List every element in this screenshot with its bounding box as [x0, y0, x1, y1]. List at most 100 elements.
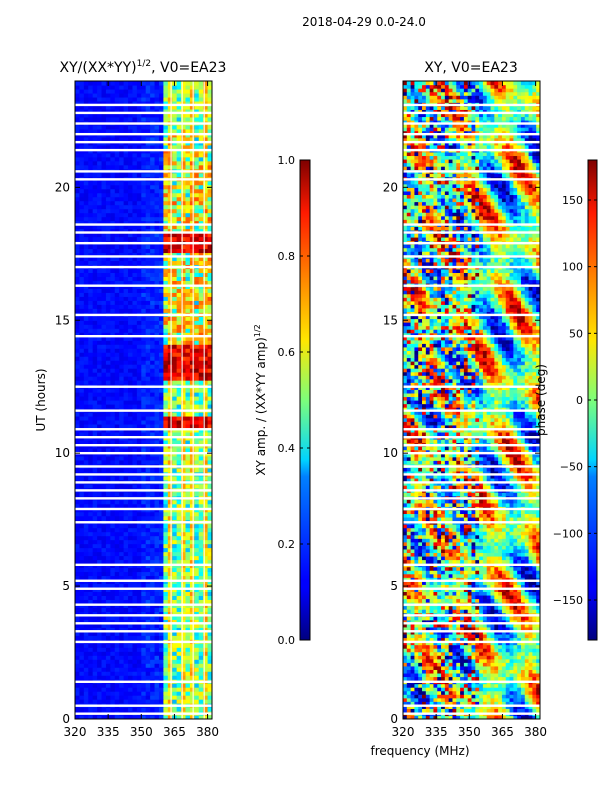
amplitude-cell [150, 152, 156, 158]
amplitude-cell [172, 643, 178, 648]
amplitude-cell [158, 667, 164, 672]
amplitude-cell [145, 372, 151, 377]
amplitude-cell [97, 511, 103, 517]
amplitude-cell [163, 555, 169, 561]
amplitude-cell [101, 100, 107, 106]
amplitude-cell [163, 192, 169, 198]
amplitude-cell [79, 248, 85, 254]
amplitude-cell [194, 348, 200, 353]
amplitude-cell [114, 248, 120, 254]
amplitude-cell [141, 320, 147, 325]
amplitude-cell [185, 81, 191, 86]
amplitude-cell [154, 252, 160, 258]
amplitude-cell [75, 304, 81, 309]
amplitude-cell [172, 360, 178, 365]
amplitude-cell [172, 388, 178, 393]
amplitude-cell [194, 583, 200, 589]
amplitude-cell [176, 499, 182, 505]
amplitude-cell [92, 707, 98, 712]
amplitude-cell [194, 447, 200, 453]
amplitude-cell [189, 316, 195, 321]
amplitude-cell [172, 475, 178, 481]
amplitude-cell [75, 499, 81, 505]
amplitude-cell [172, 288, 178, 293]
amplitude-cell [207, 104, 212, 110]
amplitude-cell [167, 288, 173, 293]
amplitude-cell [110, 280, 116, 285]
amplitude-cell [185, 300, 191, 305]
amplitude-cell [123, 116, 129, 122]
amplitude-cell [167, 515, 173, 521]
amplitude-cell [88, 547, 94, 553]
amplitude-cell [198, 344, 204, 349]
amplitude-cell [176, 272, 182, 277]
amplitude-cell [83, 659, 89, 664]
amplitude-cell [128, 108, 134, 114]
flagged-row [75, 451, 212, 455]
amplitude-cell [189, 204, 195, 210]
amplitude-cell [198, 643, 204, 648]
amplitude-cell [128, 663, 134, 668]
amplitude-cell [158, 483, 164, 489]
amplitude-cell [83, 84, 89, 90]
amplitude-cell [132, 403, 138, 409]
amplitude-cell [154, 316, 160, 321]
amplitude-cell [207, 611, 212, 616]
amplitude-cell [79, 316, 85, 321]
amplitude-cell [158, 707, 164, 712]
amplitude-cell [194, 707, 200, 712]
amplitude-cell [123, 216, 129, 222]
amplitude-cell [141, 511, 147, 517]
amplitude-cell [158, 691, 164, 696]
amplitude-cell [167, 256, 173, 262]
amplitude-cell [97, 236, 103, 242]
amplitude-cell [189, 288, 195, 293]
amplitude-cell [176, 332, 182, 337]
amplitude-cell [176, 475, 182, 481]
amplitude-cell [97, 188, 103, 194]
amplitude-cell [198, 328, 204, 333]
amplitude-cell [88, 611, 94, 616]
amplitude-cell [150, 392, 156, 397]
amplitude-cell [88, 116, 94, 122]
amplitude-cell [150, 595, 156, 600]
amplitude-cell [75, 200, 81, 206]
amplitude-cell [141, 136, 147, 142]
amplitude-cell [141, 439, 147, 445]
amplitude-cell [181, 344, 187, 349]
amplitude-cell [172, 104, 178, 110]
amplitude-cell [203, 288, 209, 293]
amplitude-cell [123, 236, 129, 242]
amplitude-cell [123, 380, 129, 385]
amplitude-cell [92, 184, 98, 190]
amplitude-cell [194, 615, 200, 620]
amplitude-cell [198, 352, 204, 357]
amplitude-cell [167, 419, 173, 425]
amplitude-cell [172, 300, 178, 305]
amplitude-cell [176, 396, 182, 401]
amplitude-cell [88, 260, 94, 266]
amplitude-cell [150, 328, 156, 333]
amplitude-cell [75, 124, 81, 130]
amplitude-cell [123, 144, 129, 150]
amplitude-cell [172, 675, 178, 680]
amplitude-cell [141, 188, 147, 194]
amplitude-cell [110, 152, 116, 158]
amplitude-cell [123, 128, 129, 134]
amplitude-cell [194, 280, 200, 285]
amplitude-cell [150, 591, 156, 596]
amplitude-cell [189, 352, 195, 357]
amplitude-cell [185, 591, 191, 596]
amplitude-cell [83, 671, 89, 676]
amplitude-cell [198, 360, 204, 365]
amplitude-cell [198, 336, 204, 341]
amplitude-cell [158, 108, 164, 114]
amplitude-cell [83, 356, 89, 361]
flagged-row [75, 481, 212, 484]
amplitude-cell [101, 324, 107, 329]
amplitude-cell [185, 547, 191, 553]
amplitude-cell [207, 607, 212, 612]
amplitude-cell [203, 483, 209, 489]
amplitude-cell [189, 699, 195, 704]
amplitude-cell [163, 104, 169, 110]
